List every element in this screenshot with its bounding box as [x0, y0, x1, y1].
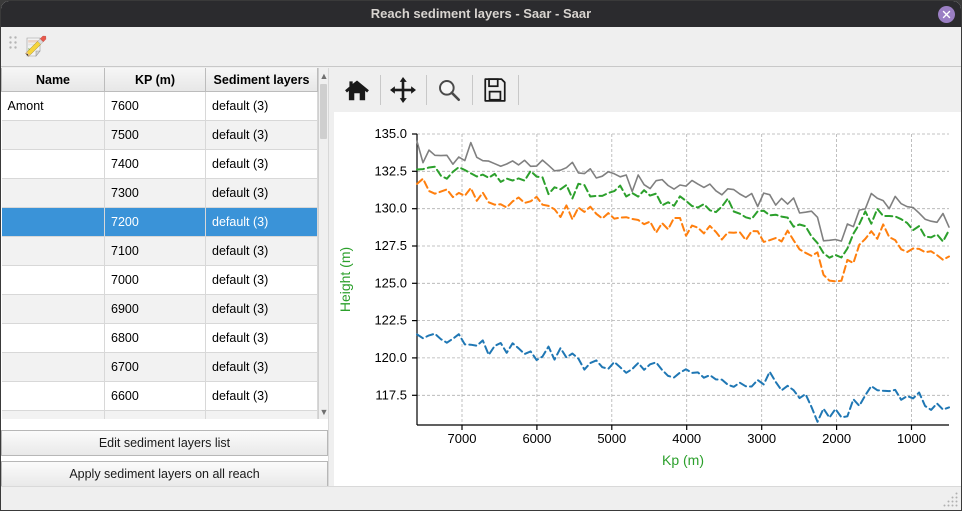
svg-text:Height (m): Height (m): [337, 247, 353, 312]
svg-text:135.0: 135.0: [374, 126, 407, 141]
svg-text:132.5: 132.5: [374, 163, 407, 178]
svg-text:120.0: 120.0: [374, 350, 407, 365]
svg-text:7000: 7000: [448, 431, 477, 446]
svg-text:122.5: 122.5: [374, 313, 407, 328]
svg-text:125.0: 125.0: [374, 275, 407, 290]
svg-text:1000: 1000: [897, 431, 926, 446]
svg-text:Kp (m): Kp (m): [662, 452, 704, 468]
svg-text:6000: 6000: [522, 431, 551, 446]
svg-text:2000: 2000: [822, 431, 851, 446]
svg-text:4000: 4000: [672, 431, 701, 446]
svg-text:127.5: 127.5: [374, 238, 407, 253]
svg-text:5000: 5000: [597, 431, 626, 446]
svg-text:117.5: 117.5: [375, 387, 407, 402]
svg-text:130.0: 130.0: [374, 201, 407, 216]
svg-text:3000: 3000: [747, 431, 776, 446]
